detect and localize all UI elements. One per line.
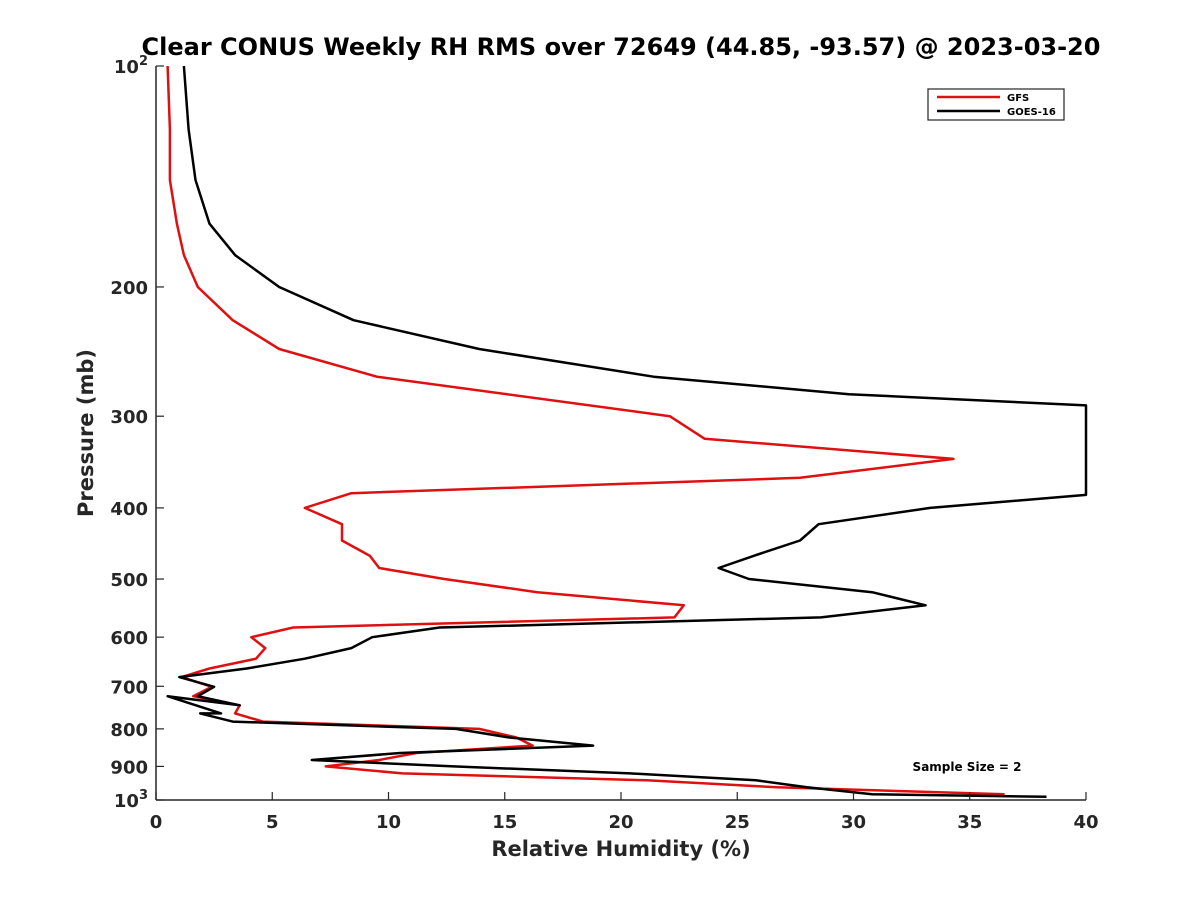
x-tick-label: 35 bbox=[957, 812, 982, 833]
legend-label-goes: GOES-16 bbox=[1007, 107, 1056, 118]
chart-title: Clear CONUS Weekly RH RMS over 72649 (44… bbox=[142, 33, 1101, 61]
y-tick-label: 400 bbox=[110, 499, 148, 520]
y-tick-label: 900 bbox=[110, 757, 148, 778]
series-line-goes-16 bbox=[166, 65, 1088, 799]
x-tick-label: 25 bbox=[725, 812, 750, 833]
y-tick-label: 600 bbox=[110, 628, 148, 649]
y-tick-label: 500 bbox=[110, 570, 148, 591]
x-tick-label: 40 bbox=[1073, 812, 1098, 833]
y-axis-label: Pressure (mb) bbox=[74, 349, 98, 517]
legend-label-gfs: GFS bbox=[1007, 93, 1029, 104]
x-tick-label: 0 bbox=[150, 812, 163, 833]
y-tick-label: 300 bbox=[110, 407, 148, 428]
series-line-gfs bbox=[166, 65, 1005, 796]
x-axis-label: Relative Humidity (%) bbox=[491, 837, 750, 861]
y-tick-label: 103 bbox=[114, 788, 148, 812]
plot-lines bbox=[166, 65, 1088, 799]
y-tick-label: 102 bbox=[114, 54, 148, 78]
y-tick-label: 200 bbox=[110, 278, 148, 299]
x-tick-label: 30 bbox=[841, 812, 866, 833]
legend: GFS GOES-16 bbox=[927, 88, 1065, 121]
x-tick-label: 5 bbox=[266, 812, 279, 833]
sample-size-annotation: Sample Size = 2 bbox=[913, 760, 1022, 774]
x-tick-label: 20 bbox=[608, 812, 633, 833]
y-tick-label: 800 bbox=[110, 720, 148, 741]
y-tick-label: 700 bbox=[110, 677, 148, 698]
x-ticks: 0 5 10 15 20 25 30 35 40 bbox=[150, 792, 1099, 833]
x-tick-label: 15 bbox=[492, 812, 517, 833]
y-ticks: 102 200 300 400 500 600 700 800 900 103 bbox=[110, 54, 164, 812]
x-tick-label: 10 bbox=[376, 812, 401, 833]
legend-box bbox=[927, 88, 1065, 121]
